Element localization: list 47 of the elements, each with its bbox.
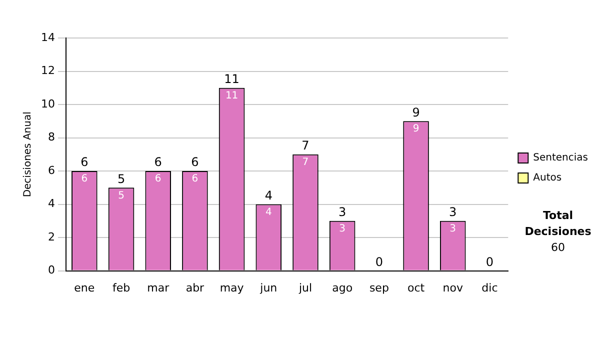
data-label: 7	[302, 156, 309, 168]
y-tick-label: 14	[40, 30, 55, 44]
x-tick-label: feb	[112, 281, 130, 294]
y-tick-label: 4	[48, 197, 55, 210]
data-label: 3	[339, 224, 346, 235]
text: 60	[550, 240, 566, 256]
total-label: 0	[486, 254, 494, 269]
total-label: 7	[302, 138, 310, 153]
x-tick-label: ago	[332, 281, 353, 294]
total-label: 9	[412, 105, 420, 120]
data-label: 3	[450, 224, 456, 235]
data-label: 11	[225, 90, 238, 102]
x-tick-label: nov	[442, 281, 464, 294]
x-tick-label: jun	[259, 281, 278, 294]
x-tick-label: mar	[147, 281, 170, 294]
data-label: 4	[265, 206, 272, 218]
data-label: 5	[118, 190, 124, 202]
total-label: 3	[338, 205, 346, 220]
x-tick-label: ene	[74, 281, 95, 294]
y-tick-label: 0	[48, 264, 55, 277]
text: Total Decisiones	[524, 208, 592, 240]
legend-label: Sentencias	[533, 152, 588, 164]
total-label: 6	[80, 155, 88, 170]
x-tick-label: sep	[369, 281, 389, 294]
legend-label: Autos	[533, 172, 562, 184]
total-label: 0	[375, 254, 383, 269]
total-label: 5	[117, 172, 126, 186]
x-tick-label: oct	[407, 281, 426, 294]
data-label: 6	[154, 174, 162, 185]
total-label: 6	[154, 155, 162, 170]
total-label: 6	[191, 155, 199, 170]
y-tick-label: 2	[48, 230, 55, 244]
total-label: 11	[224, 72, 240, 86]
x-tick-label: dic	[482, 281, 498, 294]
data-label: 6	[192, 174, 198, 185]
y-tick-label: 10	[40, 97, 55, 110]
x-tick-label: abr	[186, 281, 205, 294]
y-tick-label: 8	[48, 130, 55, 144]
data-label: 6	[81, 174, 88, 185]
y-axis-title: Decisiones Anual	[22, 112, 34, 198]
x-tick-label: jul	[298, 281, 312, 294]
y-tick-label: 12	[40, 64, 55, 78]
y-tick-label: 6	[48, 164, 55, 177]
x-tick-label: may	[220, 281, 244, 294]
total-label: 3	[449, 205, 457, 220]
total-label: 4	[264, 188, 272, 202]
data-label: 9	[412, 124, 420, 135]
